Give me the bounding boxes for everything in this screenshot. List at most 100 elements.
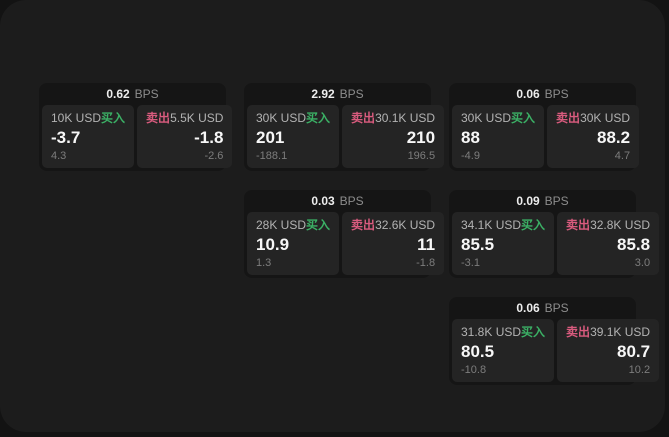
sell-side-label: 卖出 (566, 218, 591, 232)
card-header: 0.06 BPS (449, 297, 636, 319)
buy-side-label: 买入 (521, 218, 546, 232)
buy-price-tile[interactable]: 31.8K USD 买入 80.5 -10.8 (452, 319, 555, 382)
sell-price-tile[interactable]: 卖出 30K USD 88.2 4.7 (547, 105, 640, 168)
bps-unit-label: BPS (544, 301, 569, 315)
sell-sub-value: -2.6 (204, 150, 224, 162)
buy-tile-header: 31.8K USD 买入 (461, 326, 545, 339)
sell-amount: 30K USD (580, 111, 631, 125)
sell-tile-header: 卖出 30.1K USD (351, 112, 435, 125)
sell-amount: 32.6K USD (375, 218, 436, 232)
bps-value: 0.09 (516, 194, 540, 208)
sell-price-tile[interactable]: 卖出 39.1K USD 80.7 10.2 (557, 319, 660, 382)
buy-amount: 28K USD (256, 218, 307, 232)
quote-card: 0.03 BPS 28K USD 买入 10.9 1.3 卖出 32.6K US… (244, 190, 445, 278)
buy-side-label: 买入 (101, 111, 126, 125)
sell-side-label: 卖出 (351, 111, 376, 125)
bps-unit-label: BPS (339, 87, 364, 101)
buy-amount: 34.1K USD (461, 218, 522, 232)
sell-side-label: 卖出 (146, 111, 171, 125)
sell-amount: 32.8K USD (590, 218, 651, 232)
sell-tile-header: 卖出 39.1K USD (566, 326, 650, 339)
sell-sub-value: 3.0 (634, 257, 651, 269)
buy-price-tile[interactable]: 30K USD 买入 201 -188.1 (247, 105, 340, 168)
sell-side-label: 卖出 (351, 218, 376, 232)
sell-price-value: 80.7 (617, 341, 651, 361)
quote-card: 0.06 BPS 30K USD 买入 88 -4.9 卖出 30K USD 8… (449, 83, 640, 171)
bps-value: 0.06 (516, 87, 540, 101)
buy-price-tile[interactable]: 10K USD 买入 -3.7 4.3 (42, 105, 135, 168)
sell-tile-header: 卖出 32.6K USD (351, 219, 435, 232)
sell-tile-header: 卖出 30K USD (556, 112, 630, 125)
bps-unit-label: BPS (544, 194, 569, 208)
buy-price-tile[interactable]: 30K USD 买入 88 -4.9 (452, 105, 545, 168)
sell-side-label: 卖出 (556, 111, 581, 125)
bps-value: 0.03 (311, 194, 335, 208)
bps-value: 0.06 (516, 301, 540, 315)
buy-tile-header: 30K USD 买入 (461, 112, 535, 125)
buy-sub-value: 1.3 (256, 257, 272, 269)
buy-sub-value: -188.1 (256, 150, 288, 162)
buy-price-value: 80.5 (461, 341, 495, 361)
sell-price-tile[interactable]: 卖出 5.5K USD -1.8 -2.6 (137, 105, 233, 168)
buy-amount: 31.8K USD (461, 325, 522, 339)
sell-price-value: 210 (406, 127, 436, 147)
sell-price-value: 88.2 (597, 127, 631, 147)
buy-amount: 10K USD (51, 111, 102, 125)
card-header: 2.92 BPS (244, 83, 431, 105)
sell-price-tile[interactable]: 卖出 32.6K USD 11 -1.8 (342, 212, 445, 275)
bps-value: 0.62 (106, 87, 130, 101)
bps-unit-label: BPS (134, 87, 159, 101)
sell-amount: 30.1K USD (375, 111, 436, 125)
sell-amount: 5.5K USD (170, 111, 224, 125)
buy-side-label: 买入 (306, 218, 331, 232)
card-body: 30K USD 买入 201 -188.1 卖出 30.1K USD 210 1… (244, 105, 445, 171)
card-body: 31.8K USD 买入 80.5 -10.8 卖出 39.1K USD 80.… (449, 319, 660, 385)
sell-price-value: -1.8 (194, 127, 224, 147)
card-body: 30K USD 买入 88 -4.9 卖出 30K USD 88.2 4.7 (449, 105, 640, 171)
bps-value: 2.92 (311, 87, 335, 101)
buy-sub-value: -4.9 (461, 150, 480, 162)
card-body: 34.1K USD 买入 85.5 -3.1 卖出 32.8K USD 85.8… (449, 212, 660, 278)
sell-price-tile[interactable]: 卖出 32.8K USD 85.8 3.0 (557, 212, 660, 275)
buy-tile-header: 34.1K USD 买入 (461, 219, 545, 232)
sell-sub-value: 4.7 (614, 150, 631, 162)
buy-price-value: 10.9 (256, 234, 290, 254)
buy-amount: 30K USD (461, 111, 512, 125)
card-header: 0.62 BPS (39, 83, 226, 105)
card-body: 28K USD 买入 10.9 1.3 卖出 32.6K USD 11 -1.8 (244, 212, 445, 278)
buy-side-label: 买入 (511, 111, 536, 125)
sell-side-label: 卖出 (566, 325, 591, 339)
card-header: 0.06 BPS (449, 83, 636, 105)
bps-unit-label: BPS (339, 194, 364, 208)
sell-tile-header: 卖出 5.5K USD (146, 112, 223, 125)
buy-sub-value: 4.3 (51, 150, 67, 162)
buy-price-tile[interactable]: 28K USD 买入 10.9 1.3 (247, 212, 340, 275)
card-header: 0.03 BPS (244, 190, 431, 212)
card-header: 0.09 BPS (449, 190, 636, 212)
buy-tile-header: 28K USD 买入 (256, 219, 330, 232)
sell-tile-header: 卖出 32.8K USD (566, 219, 650, 232)
buy-price-value: 88 (461, 127, 480, 147)
quote-card: 0.09 BPS 34.1K USD 买入 85.5 -3.1 卖出 32.8K… (449, 190, 660, 278)
sell-price-value: 85.8 (617, 234, 651, 254)
buy-tile-header: 10K USD 买入 (51, 112, 125, 125)
quote-card: 0.06 BPS 31.8K USD 买入 80.5 -10.8 卖出 39.1… (449, 297, 660, 385)
buy-side-label: 买入 (521, 325, 546, 339)
sell-amount: 39.1K USD (590, 325, 651, 339)
buy-sub-value: -10.8 (461, 364, 487, 376)
buy-price-tile[interactable]: 34.1K USD 买入 85.5 -3.1 (452, 212, 555, 275)
sell-sub-value: 196.5 (407, 150, 436, 162)
buy-sub-value: -3.1 (461, 257, 480, 269)
buy-amount: 30K USD (256, 111, 307, 125)
quote-card: 2.92 BPS 30K USD 买入 201 -188.1 卖出 30.1K … (244, 83, 445, 171)
buy-price-value: 85.5 (461, 234, 495, 254)
buy-price-value: -3.7 (51, 127, 81, 147)
sell-sub-value: 10.2 (628, 364, 651, 376)
buy-side-label: 买入 (306, 111, 331, 125)
buy-price-value: 201 (256, 127, 285, 147)
sell-price-tile[interactable]: 卖出 30.1K USD 210 196.5 (342, 105, 445, 168)
sell-price-value: 11 (417, 234, 436, 254)
buy-tile-header: 30K USD 买入 (256, 112, 330, 125)
